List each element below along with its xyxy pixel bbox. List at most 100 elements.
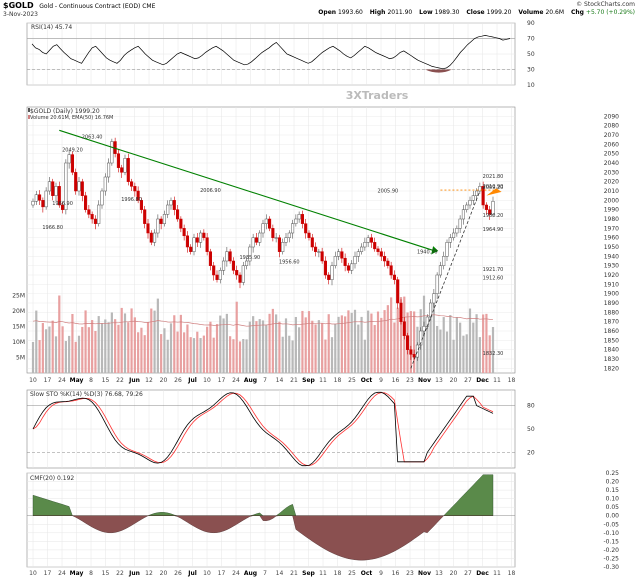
candle-body xyxy=(70,154,74,173)
candle-body xyxy=(61,204,65,210)
price-annotation: 1966.90 xyxy=(52,201,73,207)
volume-bar xyxy=(91,320,94,373)
volume-bar xyxy=(215,324,219,373)
candle-body xyxy=(245,260,249,266)
price-x-tick-label: Jun xyxy=(128,377,140,384)
volume-bar xyxy=(317,320,320,373)
price-annotation: 2063.40 xyxy=(82,135,103,141)
volume-bar xyxy=(183,332,186,373)
candle-body xyxy=(425,316,429,327)
volume-bar xyxy=(439,329,442,373)
volume-bar xyxy=(347,310,350,373)
candle-body xyxy=(100,190,104,206)
cmf-tick-label: -0.10 xyxy=(603,530,619,537)
volume-bar xyxy=(281,336,284,373)
volume-bar xyxy=(219,315,222,373)
price-annotation: 1966.80 xyxy=(42,225,63,231)
volume-bar xyxy=(199,338,202,373)
price-tick-label: 1950 xyxy=(604,244,619,251)
volume-bar xyxy=(399,297,403,373)
candle-body xyxy=(258,232,262,243)
candle-body xyxy=(159,218,163,224)
volume-bar xyxy=(48,326,51,373)
candle-body xyxy=(399,302,403,322)
volume-bar xyxy=(258,319,261,373)
bottom-x-tick-label: 18 xyxy=(508,570,516,577)
candle-body xyxy=(176,209,180,220)
watermark: 3XTraders xyxy=(346,89,409,102)
cmf-tick-label: 0.20 xyxy=(606,479,620,486)
candle-body xyxy=(448,237,452,243)
price-tick-label: 2070 xyxy=(604,132,619,139)
price-tick-label: 2060 xyxy=(604,141,619,148)
volume-bar xyxy=(248,321,251,373)
volume-bar xyxy=(472,322,475,373)
candle-body xyxy=(264,218,268,224)
price-tick-label: 1880 xyxy=(604,309,619,316)
volume-bar xyxy=(41,322,44,373)
volume-bar xyxy=(396,307,399,373)
volume-bar xyxy=(169,323,173,373)
chg-label: Chg xyxy=(570,9,584,16)
rsi-tick-label: 30 xyxy=(527,67,535,74)
volume-bar xyxy=(107,322,110,373)
volume-bar xyxy=(426,320,429,373)
volume-bar xyxy=(146,322,150,373)
candle-body xyxy=(488,209,492,215)
volume-bar xyxy=(386,305,389,373)
candle-body xyxy=(294,218,298,224)
candle-body xyxy=(38,194,42,201)
price-x-tick-label: 25 xyxy=(348,377,356,384)
volume-bar xyxy=(432,296,435,373)
candle-body xyxy=(241,265,245,283)
candle-body xyxy=(139,200,143,210)
volume-bar xyxy=(482,314,485,373)
chg-value: +5.70 (+0.29%) xyxy=(585,9,635,16)
candle-body xyxy=(333,256,337,266)
cmf-tick-label: 0.15 xyxy=(606,487,620,494)
volume-bar xyxy=(242,338,245,373)
volume-bar xyxy=(298,327,301,373)
candle-body xyxy=(31,201,35,206)
downtrend-arrow xyxy=(431,246,439,255)
candle-body xyxy=(320,251,324,262)
volume-ema-line xyxy=(32,314,494,327)
candle-body xyxy=(389,265,393,276)
cmf-tick-label: -0.05 xyxy=(603,521,619,528)
candle-body xyxy=(491,201,495,215)
price-tick-label: 1960 xyxy=(604,235,619,242)
candle-body xyxy=(126,158,130,182)
volume-bar xyxy=(367,310,370,373)
candle-body xyxy=(402,321,406,336)
volume-bar xyxy=(390,297,393,373)
bottom-x-tick-label: 14 xyxy=(276,570,284,577)
cmf-tick-label: -0.15 xyxy=(603,538,619,545)
price-tick-label: 1920 xyxy=(604,272,619,279)
volume-bar xyxy=(232,339,235,373)
candle-body xyxy=(343,257,347,266)
low-value: 1989.30 xyxy=(434,9,460,16)
chart-title: $GOLD Gold - Continuous Contract (EOD) C… xyxy=(3,1,155,10)
volume-bar xyxy=(140,327,143,373)
candle-body xyxy=(422,326,426,332)
price-x-tick-label: 21 xyxy=(290,377,298,384)
bottom-x-tick-label: 20 xyxy=(450,570,458,577)
candle-body xyxy=(67,154,71,164)
price-annotation: 1964.90 xyxy=(483,227,504,233)
volume-bar xyxy=(54,336,58,373)
volume-bar xyxy=(304,317,307,373)
candle-body xyxy=(287,232,291,238)
price-x-tick-label: 20 xyxy=(450,377,458,384)
candle-body xyxy=(360,246,364,252)
volume-bar xyxy=(376,311,380,373)
low-label: Low xyxy=(419,9,433,16)
price-annotation: 1935.90 xyxy=(240,255,261,261)
candle-body xyxy=(87,209,91,215)
bottom-x-tick-label: 10 xyxy=(203,570,211,577)
open-label: Open xyxy=(318,9,337,16)
quote-line: Open 1993.60 High 2011.90 Low 1989.30 Close… xyxy=(313,9,635,16)
price-x-tick-label: 11 xyxy=(493,377,501,384)
price-x-tick-label: 27 xyxy=(464,377,472,384)
price-x-tick-label: 15 xyxy=(102,377,110,384)
volume-bar xyxy=(127,322,130,373)
